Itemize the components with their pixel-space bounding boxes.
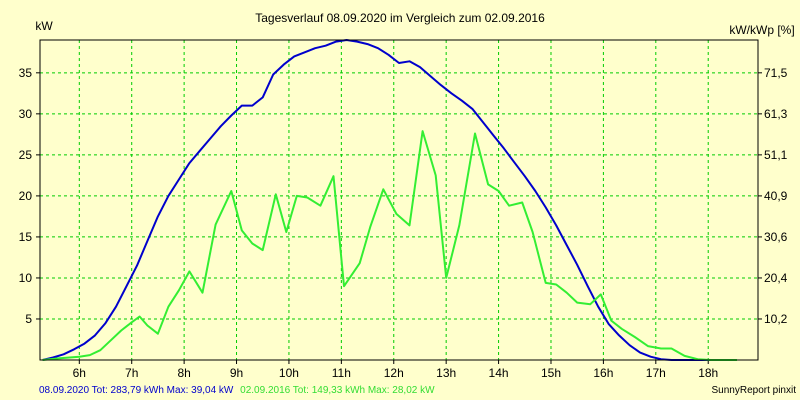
x-tick-label-9h: 9h bbox=[230, 366, 243, 380]
legend-series-2016: 02.09.2016 Tot: 149,33 kWh Max: 28,02 kW bbox=[240, 385, 435, 396]
series-line-2016 bbox=[42, 130, 737, 361]
x-tick-label-8h: 8h bbox=[177, 366, 190, 380]
right-tick-label-1: 20,4 bbox=[764, 271, 788, 285]
x-tick-label-16h: 16h bbox=[593, 366, 613, 380]
left-tick-label-10: 10 bbox=[19, 271, 33, 285]
x-tick-label-18h: 18h bbox=[698, 366, 718, 380]
series-line-2020 bbox=[42, 39, 724, 361]
right-axis-unit: kW/kWp [%] bbox=[729, 23, 794, 37]
left-tick-label-25: 25 bbox=[19, 148, 33, 162]
footer-legend: 08.09.2020 Tot: 283,79 kWh Max: 39,04 kW… bbox=[39, 385, 435, 396]
x-tick-label-6h: 6h bbox=[73, 366, 86, 380]
x-tick-label-10h: 10h bbox=[279, 366, 299, 380]
right-tick-label-4: 51,1 bbox=[764, 148, 788, 162]
right-tick-label-2: 30,6 bbox=[764, 230, 788, 244]
x-axis-ticks: 6h 7h 8h 9h 10h 11h 12h 13h 14h 15h 16h 17h 18h bbox=[73, 360, 718, 380]
legend-series-2020: 08.09.2020 Tot: 283,79 kWh Max: 39,04 kW bbox=[39, 385, 234, 396]
chart-title: Tagesverlauf 08.09.2020 im Vergleich zum… bbox=[255, 11, 545, 25]
plot-frame bbox=[39, 39, 759, 361]
right-tick-label-0: 10,2 bbox=[764, 312, 788, 326]
x-tick-label-12h: 12h bbox=[384, 366, 404, 380]
x-tick-label-11h: 11h bbox=[332, 366, 351, 380]
left-tick-label-20: 20 bbox=[19, 189, 33, 203]
left-axis-ticks: 5 10 15 20 25 30 35 bbox=[19, 66, 40, 326]
grid-lines bbox=[40, 40, 758, 360]
right-axis-ticks: 10,2 20,4 30,6 40,9 51,1 61,3 71,5 bbox=[758, 66, 788, 326]
left-tick-label-15: 15 bbox=[19, 230, 33, 244]
right-tick-label-5: 61,3 bbox=[764, 107, 788, 121]
x-tick-label-14h: 14h bbox=[489, 366, 509, 380]
left-tick-label-35: 35 bbox=[19, 66, 33, 80]
footer-credit: SunnyReport pinxit bbox=[712, 385, 797, 396]
left-tick-label-30: 30 bbox=[19, 107, 33, 121]
left-axis-unit: kW bbox=[35, 19, 53, 33]
left-tick-label-5: 5 bbox=[25, 312, 32, 326]
x-tick-label-15h: 15h bbox=[541, 366, 561, 380]
right-tick-label-3: 40,9 bbox=[764, 189, 788, 203]
x-tick-label-13h: 13h bbox=[436, 366, 456, 380]
x-tick-label-7h: 7h bbox=[125, 366, 138, 380]
x-tick-label-17h: 17h bbox=[646, 366, 666, 380]
right-tick-label-6: 71,5 bbox=[764, 66, 788, 80]
series-lines bbox=[42, 39, 737, 361]
